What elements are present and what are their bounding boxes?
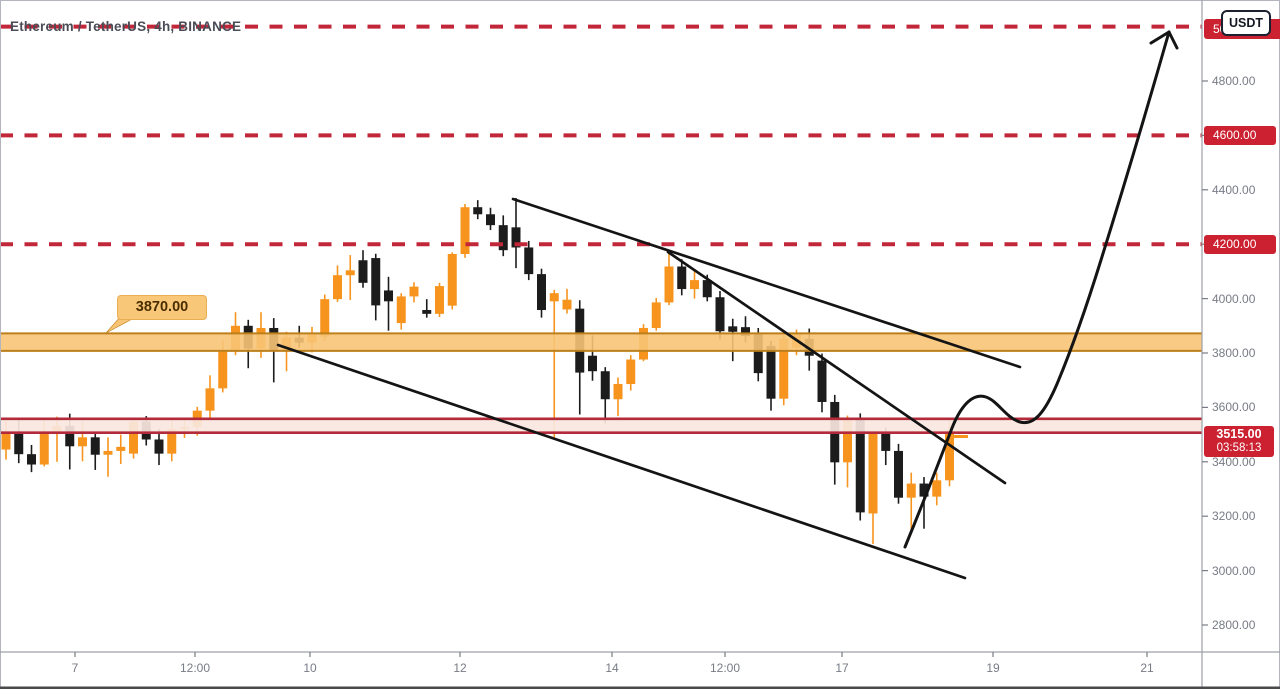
y-tick-label-3800: 3800.00 bbox=[1212, 346, 1256, 360]
window-bottom-edge bbox=[0, 686, 1280, 689]
candle-body bbox=[90, 437, 100, 455]
candle-body bbox=[27, 454, 36, 465]
candle-body bbox=[549, 293, 559, 302]
candle-body bbox=[932, 480, 942, 497]
candle-body bbox=[333, 275, 342, 300]
candle-body bbox=[435, 286, 444, 314]
candle-body bbox=[409, 286, 419, 297]
candle-body bbox=[65, 425, 75, 447]
level-callout-3870[interactable]: 3870.00 bbox=[117, 295, 207, 320]
x-tick-label-19: 19 bbox=[986, 661, 1000, 675]
candle-body bbox=[753, 333, 763, 374]
candle-body bbox=[129, 421, 138, 454]
candle-body bbox=[167, 429, 177, 454]
x-tick-label-12: 12 bbox=[453, 661, 467, 675]
candle-body bbox=[690, 280, 699, 290]
candle-body bbox=[39, 431, 49, 465]
y-tick-label-4800: 4800.00 bbox=[1212, 74, 1256, 88]
candle-body bbox=[702, 280, 712, 298]
x-tick-label-10: 10 bbox=[303, 661, 317, 675]
candle-body bbox=[651, 302, 661, 328]
candle-body bbox=[766, 345, 776, 399]
candle-body bbox=[626, 359, 636, 385]
candle-body bbox=[205, 388, 215, 411]
candle-body bbox=[779, 338, 789, 399]
y-tick-label-2800: 2800.00 bbox=[1212, 618, 1256, 632]
candle-body bbox=[473, 207, 483, 215]
y-tick-label-4600: 4600.00 bbox=[1204, 125, 1276, 145]
x-tick-label-21: 21 bbox=[1140, 661, 1154, 675]
y-tick-label-3000: 3000.00 bbox=[1212, 563, 1256, 578]
middle-wedge-line[interactable] bbox=[666, 250, 1007, 485]
candle-body bbox=[1, 431, 11, 450]
y-tick-label-3400: 3400.00 bbox=[1212, 454, 1256, 469]
candle-body bbox=[881, 433, 891, 451]
usdt-badge[interactable]: USDT bbox=[1221, 10, 1271, 36]
candle-body bbox=[945, 430, 954, 481]
candle-body bbox=[677, 266, 687, 290]
candle-body bbox=[817, 360, 827, 402]
last-price-label: 3515.00 03:58:13 bbox=[1204, 426, 1274, 457]
candle-body bbox=[460, 207, 470, 254]
candle-body bbox=[562, 299, 572, 310]
projection-arrowhead bbox=[1149, 30, 1171, 45]
candle-body bbox=[116, 446, 126, 451]
projection-arrowhead bbox=[1167, 30, 1179, 50]
candle-body bbox=[613, 384, 623, 400]
x-tick-label-17: 17 bbox=[835, 661, 849, 675]
candle-body bbox=[600, 371, 610, 400]
y-tick-label-4400: 4400.00 bbox=[1212, 182, 1256, 197]
candle-body bbox=[345, 270, 355, 276]
candle-body bbox=[906, 483, 916, 498]
y-tick-label-3600: 3600.00 bbox=[1212, 400, 1256, 415]
candle-body bbox=[855, 418, 865, 513]
y-tick-label-4200: 4200.00 bbox=[1204, 234, 1276, 254]
symbol-title: Ethereum / TetherUS, 4h, BINANCE bbox=[10, 19, 242, 34]
orange-zone[interactable] bbox=[0, 333, 1202, 351]
candle-body bbox=[218, 351, 228, 389]
candle-body bbox=[358, 260, 368, 283]
candle-body bbox=[320, 299, 330, 337]
candle-body bbox=[524, 247, 534, 275]
lower-wedge-line[interactable] bbox=[276, 343, 967, 580]
x-tick-label-1200: 12:00 bbox=[709, 661, 741, 675]
candle-body bbox=[447, 253, 457, 306]
candle-body bbox=[384, 290, 393, 302]
last-price-value: 3515.00 bbox=[1216, 427, 1262, 441]
upper-wedge-line[interactable] bbox=[511, 197, 1022, 369]
candle-body bbox=[868, 433, 878, 514]
y-tick-label-3200: 3200.00 bbox=[1212, 509, 1256, 524]
candle-body bbox=[154, 439, 164, 454]
candle-body bbox=[894, 450, 903, 498]
x-tick-label-1200: 12:00 bbox=[179, 661, 211, 675]
candle-body bbox=[422, 310, 432, 314]
candle-body bbox=[103, 450, 113, 455]
candle-body bbox=[715, 297, 725, 332]
candle-body bbox=[371, 258, 381, 306]
y-tick-label-4000: 4000.00 bbox=[1212, 291, 1256, 306]
projection-arrow-curve[interactable] bbox=[903, 30, 1171, 549]
candle-body bbox=[588, 355, 597, 372]
candle-body bbox=[843, 418, 852, 463]
x-tick-label-14: 14 bbox=[605, 661, 619, 675]
candle-body bbox=[14, 431, 24, 455]
red-zone[interactable] bbox=[0, 418, 1202, 433]
candle-body bbox=[511, 227, 521, 248]
bar-countdown: 03:58:13 bbox=[1216, 442, 1262, 454]
x-tick-label-7: 7 bbox=[71, 661, 79, 675]
candle-body bbox=[919, 483, 929, 497]
candle-body bbox=[486, 214, 495, 226]
candle-body bbox=[537, 274, 546, 311]
candle-body bbox=[396, 296, 406, 324]
candle-body bbox=[498, 225, 508, 251]
candle-body bbox=[664, 266, 674, 303]
candle-body bbox=[728, 326, 738, 332]
candle-body bbox=[741, 327, 750, 337]
candle-body bbox=[78, 437, 87, 447]
